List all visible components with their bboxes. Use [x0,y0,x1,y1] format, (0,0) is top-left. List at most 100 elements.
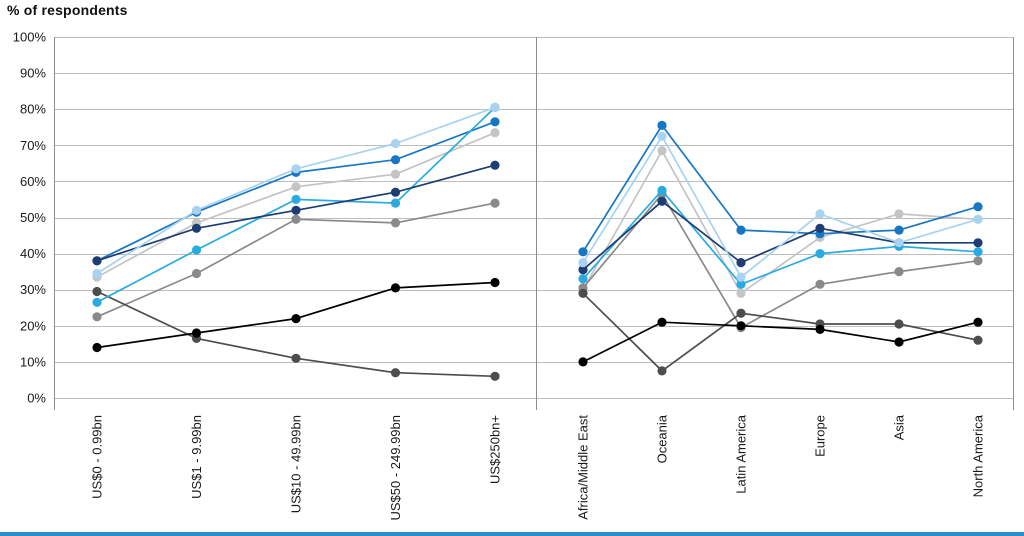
series-line [582,292,979,372]
series-light-gray [92,128,983,298]
data-point [578,357,588,367]
series-medium-gray [92,189,983,333]
data-point [736,288,746,298]
data-point [92,256,102,266]
series-medium-blue [92,117,983,266]
data-point [92,312,102,322]
x-tick-label: US$0 - 0.99bn [90,415,105,499]
y-tick-label: 70% [20,138,46,153]
data-point [92,297,102,307]
series-line [582,193,979,329]
data-point [973,202,983,212]
data-point [815,209,825,219]
data-point [92,286,102,297]
data-point [490,102,500,112]
data-point [736,258,746,268]
data-point [92,268,102,279]
data-point [894,238,904,248]
data-point [815,279,825,289]
y-axis-labels: 0% 10% 20% 30% 40% 50% 60% 70% 80% 90% 100% [13,30,47,406]
x-tick-label: Europe [813,415,828,457]
series-line [96,106,496,304]
series-line [582,135,979,278]
data-point [578,247,588,257]
y-tick-label: 60% [20,174,46,189]
data-point [291,205,301,215]
data-point [390,187,401,197]
y-tick-label: 100% [13,30,47,45]
data-point [490,277,500,288]
data-point [736,308,746,318]
x-tick-label: North America [971,414,986,497]
x-tick-label: US$50 - 249.99bn [388,415,403,521]
data-point [92,342,102,353]
footer-accent-bar [0,532,1024,536]
data-point [657,131,667,141]
data-point [736,272,746,282]
series-line [96,290,496,378]
x-tick-label: Latin America [734,414,749,494]
data-point [657,366,667,376]
x-axis-labels: US$0 - 0.99bn US$1 - 9.99bn US$10 - 49.99b… [90,414,986,520]
x-tick-label: Oceania [655,414,670,463]
x-tick-label: Asia [892,414,907,440]
y-tick-label: 0% [27,391,46,406]
data-point [490,117,500,127]
y-tick-label: 30% [20,282,46,297]
data-point [291,164,301,174]
data-point [490,160,500,170]
data-point [973,247,983,257]
data-point [191,268,202,279]
data-point [191,223,202,233]
series-line [582,189,979,286]
data-point [578,288,588,298]
data-point [973,214,983,224]
series-line [96,131,496,278]
x-tick-label: Africa/Middle East [576,415,591,520]
series-pale-blue [92,102,983,282]
data-point [894,337,904,347]
y-tick-label: 40% [20,246,46,261]
data-point [657,120,667,130]
data-point [578,265,588,275]
series-line [582,321,979,363]
data-point [490,371,500,381]
data-point [578,258,588,268]
series-line [582,149,979,295]
data-point [815,324,825,334]
data-point [390,368,401,378]
y-tick-label: 90% [20,66,46,81]
gridlines [55,37,1014,399]
data-point [894,319,904,329]
data-point [390,283,401,293]
data-point [490,198,500,208]
data-point [815,249,825,259]
data-point [815,223,825,233]
data-point [490,128,500,138]
x-tick-label: US$250bn+ [488,415,503,484]
data-point [191,205,202,215]
data-point [191,328,202,338]
data-point [390,138,401,149]
data-point [657,317,667,327]
data-point [291,314,301,324]
y-tick-label: 20% [20,318,46,333]
axis-lines [54,37,1014,410]
data-point [973,317,983,327]
data-point [390,155,401,165]
data-point [657,196,667,206]
data-point [657,185,667,195]
data-point [390,169,401,179]
data-point [291,214,301,224]
series-line [582,124,979,253]
y-tick-label: 50% [20,210,46,225]
data-point [390,218,401,228]
data-point [894,267,904,277]
data-point [291,182,301,192]
data-point [973,256,983,266]
data-point [291,194,301,204]
x-tick-label: US$10 - 49.99bn [289,415,304,513]
y-tick-label: 80% [20,102,46,117]
